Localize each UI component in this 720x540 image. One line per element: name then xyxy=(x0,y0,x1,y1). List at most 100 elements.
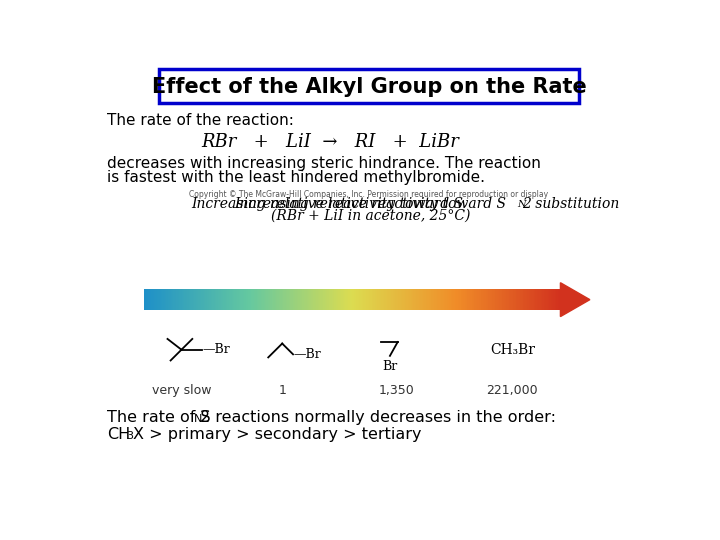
Bar xyxy=(384,289,386,310)
Bar xyxy=(400,289,402,310)
Bar xyxy=(358,289,360,310)
Bar xyxy=(265,289,267,310)
Bar xyxy=(223,289,225,310)
Bar xyxy=(310,289,311,310)
FancyBboxPatch shape xyxy=(159,70,579,103)
Bar xyxy=(204,289,206,310)
Bar xyxy=(364,289,366,310)
Polygon shape xyxy=(560,283,590,316)
Bar xyxy=(472,289,474,310)
Bar xyxy=(274,289,276,310)
Bar xyxy=(398,289,400,310)
Bar xyxy=(162,289,164,310)
Bar xyxy=(277,289,279,310)
Bar xyxy=(256,289,258,310)
Text: very slow: very slow xyxy=(152,384,211,397)
Bar xyxy=(413,289,415,310)
Bar xyxy=(336,289,338,310)
Bar xyxy=(250,289,252,310)
Bar xyxy=(464,289,467,310)
Bar xyxy=(208,289,210,310)
Bar xyxy=(492,289,495,310)
Bar xyxy=(521,289,523,310)
Bar xyxy=(202,289,204,310)
Bar xyxy=(512,289,514,310)
Bar xyxy=(446,289,449,310)
Bar xyxy=(419,289,421,310)
Text: The rate of the reaction:: The rate of the reaction: xyxy=(107,112,294,127)
Bar xyxy=(243,289,245,310)
Bar xyxy=(416,289,418,310)
Bar xyxy=(436,289,438,310)
Bar xyxy=(276,289,278,310)
Bar xyxy=(369,289,371,310)
Text: —Br: —Br xyxy=(202,343,230,356)
Text: is fastest with the least hindered methylbromide.: is fastest with the least hindered methy… xyxy=(107,170,485,185)
Bar xyxy=(497,289,499,310)
Bar xyxy=(351,289,353,310)
Bar xyxy=(328,289,329,310)
Text: Effect of the Alkyl Group on the Rate: Effect of the Alkyl Group on the Rate xyxy=(152,77,586,97)
Bar xyxy=(284,289,287,310)
Bar xyxy=(232,289,234,310)
Bar xyxy=(557,289,558,310)
Bar xyxy=(503,289,505,310)
Bar xyxy=(348,289,350,310)
Bar xyxy=(156,289,158,310)
Bar xyxy=(330,289,332,310)
Bar xyxy=(344,289,346,310)
Bar xyxy=(386,289,387,310)
Bar xyxy=(337,289,339,310)
Bar xyxy=(428,289,431,310)
Bar xyxy=(163,289,166,310)
Bar xyxy=(510,289,513,310)
Bar xyxy=(554,289,556,310)
Bar xyxy=(387,289,389,310)
Bar xyxy=(418,289,420,310)
Bar xyxy=(479,289,480,310)
Bar xyxy=(307,289,309,310)
Bar xyxy=(228,289,230,310)
Bar xyxy=(338,289,341,310)
Bar xyxy=(161,289,163,310)
Bar xyxy=(373,289,375,310)
Bar xyxy=(346,289,348,310)
Bar xyxy=(430,289,432,310)
Bar xyxy=(205,289,207,310)
Bar xyxy=(169,289,171,310)
Bar xyxy=(484,289,486,310)
Bar xyxy=(320,289,323,310)
Bar xyxy=(199,289,202,310)
Bar xyxy=(154,289,156,310)
Bar xyxy=(246,289,248,310)
Bar xyxy=(441,289,443,310)
Bar xyxy=(425,289,426,310)
Bar xyxy=(444,289,446,310)
Bar xyxy=(340,289,342,310)
Bar xyxy=(319,289,321,310)
Bar xyxy=(434,289,436,310)
Bar xyxy=(153,289,155,310)
Bar xyxy=(201,289,203,310)
Bar xyxy=(405,289,407,310)
Bar xyxy=(490,289,492,310)
Bar xyxy=(527,289,529,310)
Bar xyxy=(318,289,320,310)
Bar xyxy=(350,289,351,310)
Bar xyxy=(500,289,501,310)
Bar xyxy=(426,289,428,310)
Bar xyxy=(255,289,257,310)
Bar xyxy=(555,289,557,310)
Bar xyxy=(293,289,294,310)
Bar xyxy=(282,289,284,310)
Bar xyxy=(157,289,158,310)
Bar xyxy=(438,289,441,310)
Bar xyxy=(534,289,536,310)
Bar xyxy=(408,289,410,310)
Bar xyxy=(516,289,518,310)
Bar xyxy=(210,289,212,310)
Bar xyxy=(473,289,475,310)
Text: 1: 1 xyxy=(278,384,286,397)
Bar xyxy=(552,289,554,310)
Bar xyxy=(415,289,417,310)
